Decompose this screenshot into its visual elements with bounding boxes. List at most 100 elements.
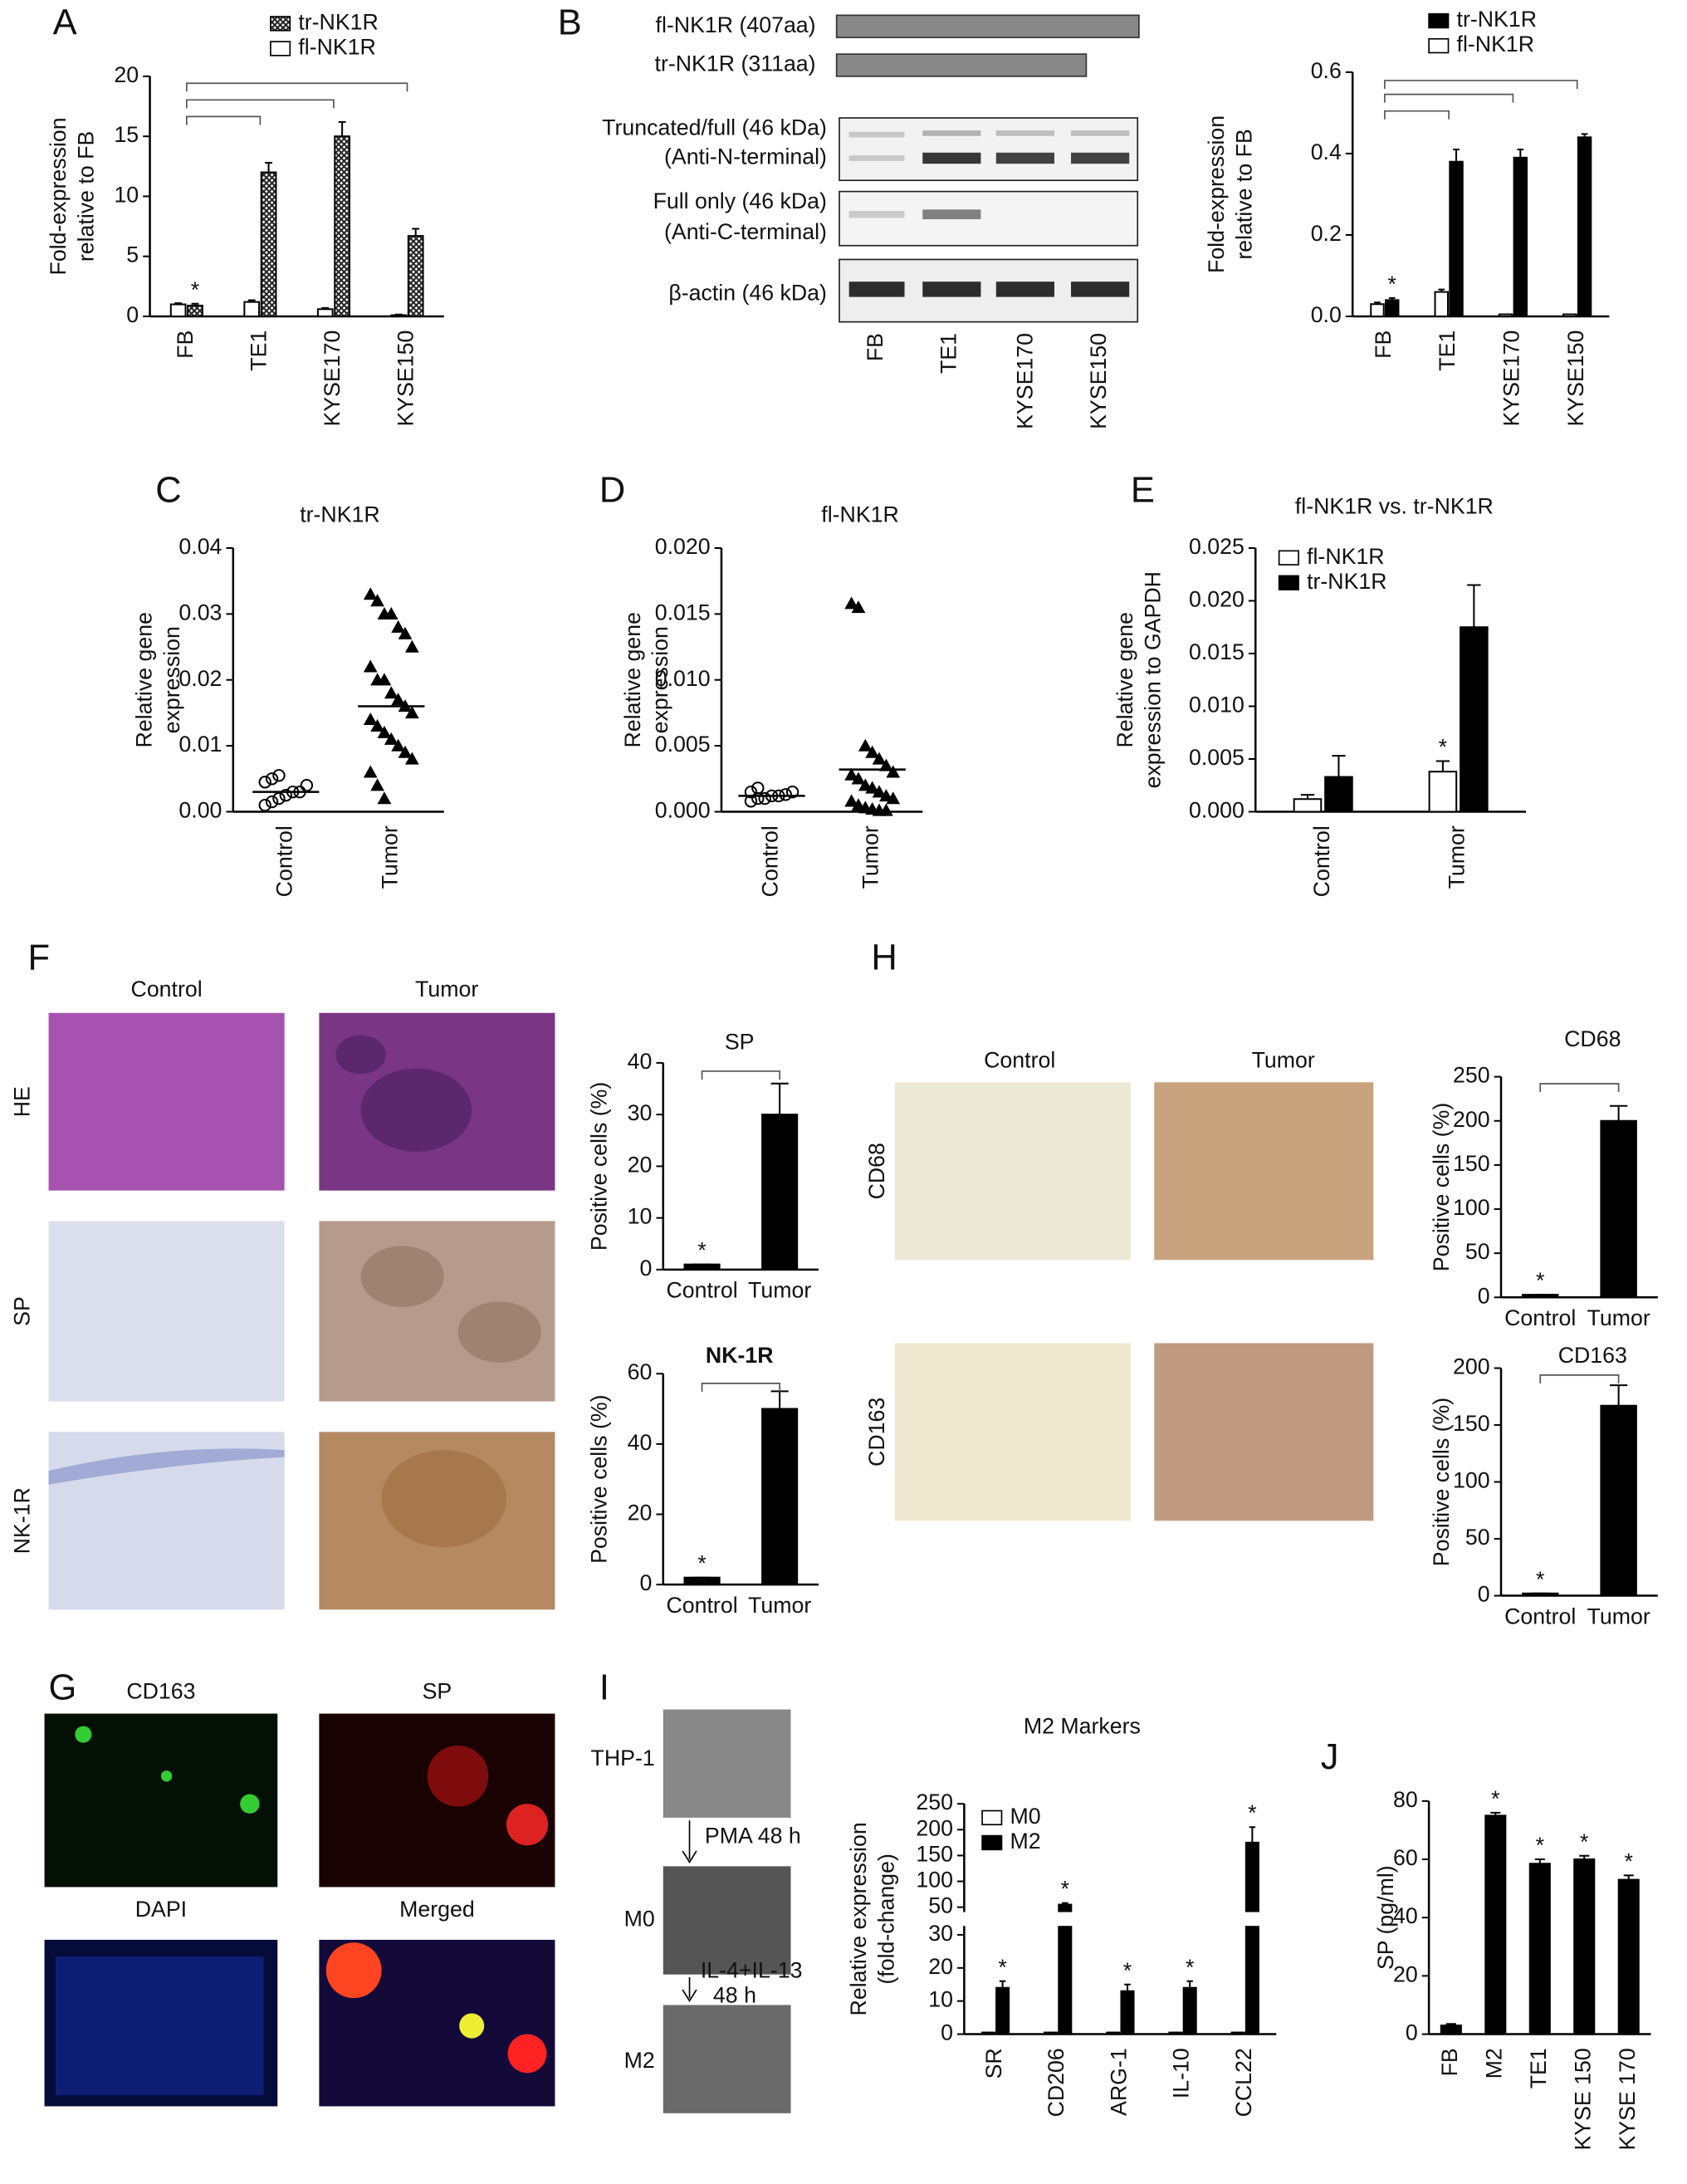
chart-title: CD163	[1558, 1343, 1627, 1368]
point	[363, 765, 378, 778]
blot-label: Truncated/full (46 kDa)	[602, 115, 827, 140]
y-axis-label: Relative expression	[846, 1822, 871, 2015]
error-bar	[394, 313, 403, 316]
error-bar	[174, 302, 183, 305]
blot-box	[839, 190, 1139, 247]
y-tick-label: 150	[1453, 1411, 1490, 1436]
significance-mark: *	[1580, 1829, 1588, 1854]
point	[384, 607, 399, 620]
error-bar	[1300, 794, 1315, 800]
column-label: Tumor	[1252, 1047, 1315, 1072]
point	[886, 765, 901, 778]
x-tick-label: KYSE 150	[1570, 2048, 1595, 2150]
chart-title: fl-NK1R vs. tr-NK1R	[1295, 494, 1494, 519]
error-bar	[191, 302, 199, 306]
lane-label: FB	[863, 333, 888, 361]
significance-mark: *	[1186, 1955, 1194, 1980]
channel-label: SP	[423, 1679, 452, 1704]
x-tick-label: FB	[1371, 331, 1396, 359]
significance-mark: *	[1061, 1877, 1069, 1902]
x-tick-label: Tumor	[1445, 825, 1469, 889]
y-tick-label: 40	[628, 1430, 653, 1455]
error-bar	[1453, 149, 1460, 162]
micrograph	[48, 1012, 285, 1191]
chart-title: SP	[725, 1030, 755, 1055]
error-bar	[1623, 1874, 1634, 1880]
y-tick-label: 40	[628, 1049, 653, 1074]
y-tick-label: 0.015	[1189, 639, 1244, 664]
panel-letter: B	[558, 3, 582, 43]
error-bar	[1445, 2023, 1456, 2026]
legend-swatch	[981, 1809, 1003, 1826]
bracket	[1539, 1374, 1620, 1383]
y-tick-label: 20	[928, 1954, 953, 1979]
x-tick-label: TE1	[1526, 2048, 1551, 2089]
y-tick-label: 250	[916, 1790, 953, 1814]
point	[377, 725, 392, 738]
y-tick-label: 0.2	[1311, 221, 1342, 246]
significance-mark: *	[697, 1551, 706, 1576]
point	[384, 732, 399, 745]
x-tick-label: Tumor	[1587, 1305, 1650, 1330]
legend-label: fl-NK1R	[1307, 544, 1385, 569]
point	[363, 659, 378, 673]
y-tick-label: 0.020	[655, 534, 711, 559]
x-tick-label: Control	[758, 825, 783, 897]
row-label: SP	[10, 1296, 35, 1326]
bracket	[701, 1070, 780, 1080]
y-tick-label: 100	[1453, 1195, 1490, 1220]
point	[865, 745, 880, 758]
micrograph	[1154, 1343, 1374, 1521]
point	[872, 785, 887, 798]
legend-swatch	[1278, 575, 1299, 590]
y-tick-label: 60	[1393, 1845, 1418, 1870]
panel-letter: C	[155, 471, 181, 511]
bar	[260, 171, 277, 317]
point	[384, 686, 399, 699]
lane-label: KYSE170	[1013, 333, 1038, 429]
bar	[1428, 771, 1458, 813]
y-tick-label: 10	[928, 1987, 953, 2012]
bar	[1573, 1858, 1596, 2035]
y-axis-label: Fold-expression	[46, 117, 71, 275]
y-tick-label: 0	[126, 302, 139, 327]
y-tick-label: 0.03	[178, 600, 222, 624]
error-bar	[1517, 149, 1524, 158]
y-tick-label: 0	[640, 1256, 653, 1281]
error-bar	[770, 1082, 789, 1115]
error-bar	[1249, 1826, 1256, 1843]
y-tick-label: 0.02	[178, 666, 222, 691]
y-tick-label: 0.01	[178, 732, 222, 757]
y-tick-label: 0.000	[1189, 798, 1244, 823]
y-axis-label: Positive cells (%)	[587, 1082, 612, 1251]
legend-swatch	[270, 16, 291, 32]
channel-label: Merged	[399, 1897, 475, 1922]
construct-bar	[835, 14, 1140, 38]
significance-mark: *	[1536, 1833, 1544, 1858]
tissue-texture	[48, 1035, 541, 1548]
legend-label: fl-NK1R	[1457, 32, 1535, 56]
x-tick-label: ARG-1	[1106, 2048, 1131, 2116]
y-axis-label: expression	[648, 626, 672, 733]
cell-image	[663, 1709, 791, 1818]
x-tick-label: Control	[1504, 1604, 1576, 1628]
point	[377, 791, 392, 805]
panel-letter: F	[28, 938, 51, 978]
legend-swatch	[1428, 12, 1450, 29]
y-tick-label: 0.005	[655, 732, 711, 757]
y-tick-label: 10	[628, 1204, 653, 1229]
point	[398, 626, 413, 639]
error-bar	[1609, 1104, 1628, 1121]
x-tick-label: CCL22	[1231, 2048, 1256, 2117]
bar	[1440, 2025, 1462, 2035]
error-bar	[265, 161, 272, 173]
row-label: NK-1R	[10, 1487, 35, 1554]
legend-swatch	[1428, 37, 1450, 54]
y-tick-label: 0.04	[178, 534, 222, 559]
bar	[243, 301, 261, 317]
step-label: M2	[624, 2048, 655, 2073]
error-bar	[1579, 1854, 1590, 1860]
bar	[1370, 303, 1385, 317]
y-tick-label: 0.025	[1189, 534, 1244, 559]
significance-mark: *	[998, 1955, 1006, 1980]
